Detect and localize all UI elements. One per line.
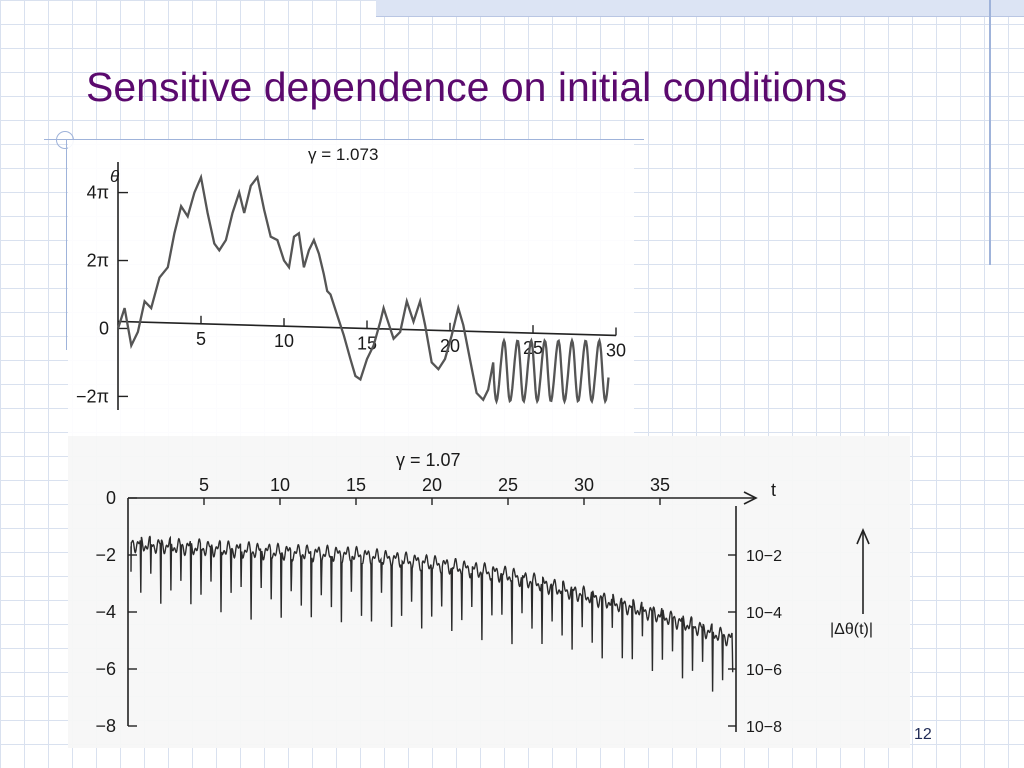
theta-x-tick-label: 10 bbox=[274, 331, 294, 351]
right-log-tick-label: 10−4 bbox=[746, 605, 782, 622]
separation-chart: 5 10 15 20 25 30 35 0 −2 −4 −6 −8 10−2 10−4 10−6 10−8 γ… bbox=[95, 450, 873, 736]
time-axis-arrow bbox=[743, 491, 758, 505]
separation-x-tick-label: 10 bbox=[270, 475, 290, 495]
separation-x-tick-label: 15 bbox=[346, 475, 366, 495]
right-decorative-rule bbox=[989, 0, 991, 265]
theta-x-tick-label: 30 bbox=[606, 340, 626, 360]
separation-y-tick-label: −6 bbox=[95, 659, 116, 679]
separation-series-line bbox=[130, 535, 734, 692]
separation-y-tick-label: −4 bbox=[95, 602, 116, 622]
right-log-tick-label: 10−2 bbox=[746, 548, 782, 565]
chart-title-gamma-107: γ = 1.07 bbox=[396, 450, 461, 470]
slide-title: Sensitive dependence on initial conditio… bbox=[86, 64, 848, 110]
theta-x-tick-label: 5 bbox=[196, 329, 206, 349]
theta-axis-label: θ bbox=[110, 167, 120, 186]
theta-y-tick-label: 0 bbox=[99, 318, 109, 338]
increasing-arrow-head bbox=[856, 527, 870, 545]
right-log-tick-label: 10−6 bbox=[746, 662, 782, 679]
separation-y-tick-label: −2 bbox=[95, 545, 116, 565]
scanned-figure-bottom bbox=[68, 436, 910, 748]
separation-x-tick-label: 35 bbox=[650, 475, 670, 495]
theta-y-tick-label: 4π bbox=[87, 183, 109, 203]
title-underline bbox=[44, 139, 644, 140]
left-decorative-rule bbox=[66, 140, 67, 350]
t-axis-label: t bbox=[771, 480, 776, 500]
theta-y-tick-label: −2π bbox=[76, 386, 109, 406]
separation-x-tick-label: 30 bbox=[574, 475, 594, 495]
separation-chart-ticks: 5 10 15 20 25 30 35 0 −2 −4 −6 −8 10−2 10−4 10−6 10−8 bbox=[95, 475, 782, 736]
top-decorative-band bbox=[376, 0, 1024, 17]
chart-title-gamma-1073: γ = 1.073 bbox=[308, 145, 378, 164]
delta-theta-axis-label: |Δθ(t)| bbox=[830, 621, 873, 638]
page-number: 12 bbox=[914, 726, 932, 743]
theta-x-tick-label: 20 bbox=[440, 336, 460, 356]
separation-x-tick-label: 5 bbox=[199, 475, 209, 495]
separation-y-tick-label: −8 bbox=[95, 716, 116, 736]
right-log-tick-label: 10−8 bbox=[746, 719, 782, 736]
theta-y-tick-label: 2π bbox=[87, 251, 109, 271]
separation-y-tick-label: 0 bbox=[106, 488, 116, 508]
separation-x-tick-label: 25 bbox=[498, 475, 518, 495]
theta-series-line bbox=[116, 173, 610, 405]
separation-x-tick-label: 20 bbox=[422, 475, 442, 495]
